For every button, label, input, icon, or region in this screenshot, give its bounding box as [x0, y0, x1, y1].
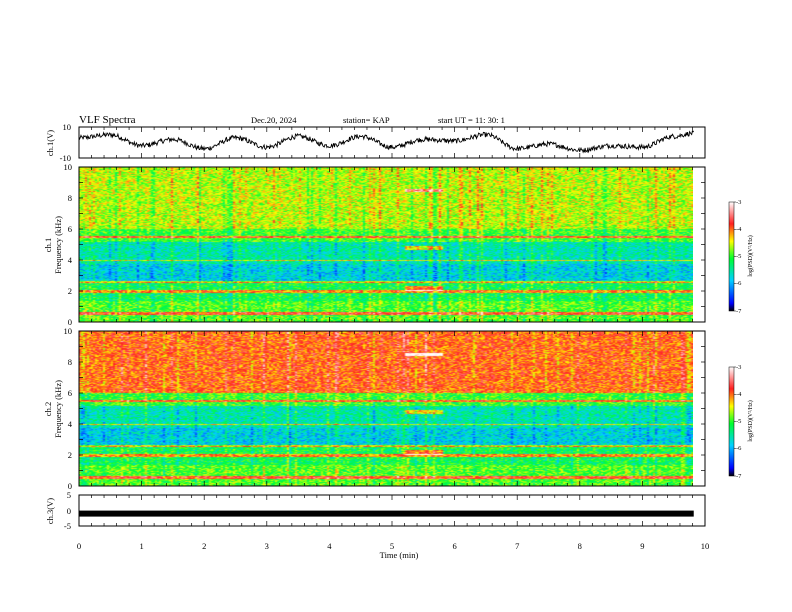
xtick-1: 1 — [139, 541, 143, 551]
ch2-spectrogram-image — [79, 331, 693, 486]
ch1-spectrogram-image — [79, 167, 693, 322]
ch3-waveform-line — [79, 510, 694, 517]
ch1-spec-ytick-6: 6 — [68, 224, 72, 234]
ch1-spectrogram-panel: 0 2 4 6 8 10 ch.1Frequency (kHz) -3 -4 -… — [43, 162, 754, 327]
ch2-colorbar-tick-m3: -3 — [736, 364, 741, 371]
ch1-colorbar-ticks — [734, 201, 736, 312]
ch1-waveform-ticks — [78, 127, 706, 158]
station-label: station= KAP — [343, 115, 390, 125]
ch3-ytick-top: 5 — [67, 490, 71, 500]
xtick-5: 5 — [390, 541, 394, 551]
ch2-spec-ytick-6: 6 — [68, 388, 72, 398]
ch1-ytick-top: 10 — [63, 122, 72, 132]
ch2-spec-ytick-8: 8 — [68, 357, 72, 367]
ch1-colorbar-tick-m6: -6 — [736, 280, 742, 287]
x-axis-label: Time (min) — [380, 550, 419, 560]
ch2-colorbar-tick-m4: -4 — [736, 391, 742, 398]
ch1-spec-ytick-8: 8 — [68, 193, 72, 203]
ch2-colorbar-tick-m6: -6 — [736, 445, 742, 452]
ch3-ytick-mid: 0 — [67, 506, 71, 516]
xtick-7: 7 — [515, 541, 519, 551]
ch2-spectrogram-panel: 0 2 4 6 8 10 ch.2Frequency (kHz) -3 -4 -… — [43, 326, 754, 491]
xtick-8: 8 — [578, 541, 582, 551]
ch1-ytick-bottom: -10 — [60, 153, 71, 163]
ch2-colorbar-label: log(PSD)(V²/Hz) — [747, 400, 754, 441]
ch1-waveform-line — [78, 129, 695, 154]
xtick-4: 4 — [327, 541, 332, 551]
ch3-ytick-bottom: -5 — [64, 521, 71, 531]
ch2-colorbar-tick-m5: -5 — [736, 418, 741, 425]
ch2-colorbar-ticks — [734, 366, 736, 477]
ch3-waveform-panel: 5 0 -5 ch.3(V) — [45, 490, 706, 531]
ch1-colorbar — [728, 201, 735, 312]
ch3-waveform-ticks — [78, 495, 706, 526]
ch1-colorbar-label: log(PSD)(V²/Hz) — [747, 235, 754, 276]
ch1-spec-ylabel: ch.1Frequency (kHz) — [43, 216, 63, 274]
ch2-spec-ytick-0: 0 — [68, 481, 72, 491]
x-axis: 0 1 2 3 4 5 6 7 8 9 10 Time (min) — [77, 541, 709, 560]
figure-title: VLF Spectra — [79, 114, 136, 126]
ch2-spec-ylabel: ch.2Frequency (kHz) — [43, 380, 63, 438]
ch2-spec-ytick-2: 2 — [68, 450, 72, 460]
date-label: Dec.20, 2024 — [251, 115, 297, 125]
ch1-spec-ytick-2: 2 — [68, 286, 72, 296]
ch2-spec-ytick-10: 10 — [64, 326, 73, 336]
ch3-ylabel: ch.3(V) — [45, 498, 55, 524]
ch1-spectrogram-ticks — [78, 166, 706, 323]
xtick-6: 6 — [452, 541, 456, 551]
ch1-waveform-panel: 10 -10 ch.1(V) — [45, 122, 706, 163]
xtick-9: 9 — [640, 541, 644, 551]
ch2-spec-ytick-4: 4 — [68, 419, 73, 429]
ch1-colorbar-tick-m4: -4 — [736, 226, 742, 233]
ch1-colorbar-tick-m5: -5 — [736, 253, 741, 260]
ch1-spec-ytick-4: 4 — [68, 255, 73, 265]
ch1-ylabel: ch.1(V) — [45, 130, 55, 156]
ch2-spectrogram-ticks — [78, 330, 706, 487]
ch2-colorbar-tick-m7: -7 — [736, 473, 742, 480]
ch1-colorbar-tick-m7: -7 — [736, 308, 742, 315]
xtick-10: 10 — [701, 541, 710, 551]
xtick-0: 0 — [77, 541, 81, 551]
start-time-label: start UT = 11: 30: 1 — [438, 115, 505, 125]
ch1-spec-ytick-10: 10 — [64, 162, 73, 172]
xtick-2: 2 — [202, 541, 206, 551]
ch1-spec-ytick-0: 0 — [68, 317, 72, 327]
ch2-colorbar — [728, 366, 735, 477]
ch1-colorbar-tick-m3: -3 — [736, 199, 741, 206]
xtick-3: 3 — [265, 541, 269, 551]
